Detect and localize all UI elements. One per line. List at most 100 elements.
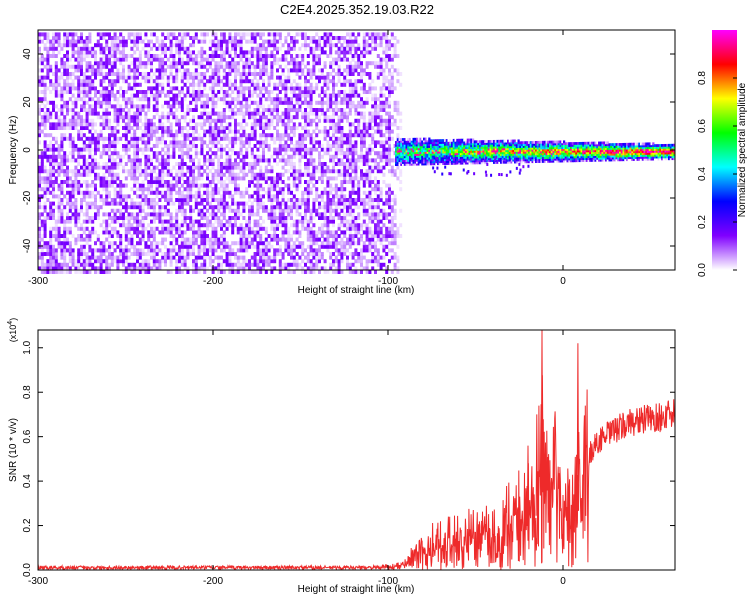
heatmap-cell (276, 104, 279, 109)
heatmap-cell (236, 32, 240, 37)
heatmap-cell (231, 201, 235, 206)
heatmap-cell (206, 198, 209, 202)
heatmap-cell (175, 270, 179, 274)
heatmap-cell (231, 115, 235, 120)
heatmap-cell (66, 165, 69, 170)
heatmap-cell (239, 165, 243, 170)
heatmap-cell (284, 79, 288, 84)
heatmap-cell (40, 226, 44, 231)
heatmap-cell (203, 133, 207, 138)
heatmap-cell (220, 147, 223, 152)
heatmap-cell (119, 104, 123, 109)
heatmap-cell (220, 262, 223, 267)
heatmap-cell (122, 108, 125, 112)
heatmap-cell (208, 183, 212, 188)
heatmap-cell (306, 259, 310, 264)
heatmap-cell (80, 129, 83, 134)
heatmap-cell (63, 126, 67, 130)
heatmap-cell (284, 147, 288, 152)
heatmap-cell (96, 255, 100, 260)
heatmap-cell (119, 216, 123, 220)
heatmap-cell (320, 252, 324, 256)
heatmap-cell (57, 162, 61, 166)
heatmap-cell (183, 172, 187, 177)
heatmap-cell (323, 93, 327, 98)
heatmap-cell (74, 75, 78, 80)
heatmap-cell (169, 61, 173, 66)
heatmap-cell (63, 136, 67, 141)
heatmap-cell (116, 115, 120, 120)
heatmap-cell (172, 183, 176, 188)
heatmap-cell (318, 165, 321, 170)
heatmap-cell (124, 147, 128, 152)
heatmap-cell (306, 180, 310, 184)
heatmap-cell (60, 104, 64, 109)
heatmap-cell (231, 151, 235, 156)
heatmap-cell (175, 50, 179, 55)
heatmap-cell (166, 100, 170, 105)
heatmap-cell (74, 212, 78, 217)
heatmap-cell (91, 82, 95, 87)
heatmap-cell (281, 262, 285, 267)
heatmap-cell (68, 230, 72, 235)
heatmap-cell (147, 259, 151, 264)
heatmap-cell (253, 252, 257, 256)
heatmap-cell (250, 90, 254, 94)
heatmap-cell (94, 165, 97, 170)
heatmap-cell (133, 36, 137, 40)
heatmap-cell (155, 216, 159, 220)
heatmap-cell (248, 72, 251, 76)
heatmap-cell (295, 108, 299, 112)
heatmap-cell (192, 133, 195, 138)
heatmap-cell (144, 169, 148, 174)
heatmap-cell (68, 194, 72, 199)
heatmap-cell (245, 147, 249, 152)
heatmap-cell (343, 100, 347, 105)
heatmap-cell (267, 97, 271, 102)
heatmap-cell (43, 79, 47, 84)
heatmap-cell (253, 198, 257, 202)
heatmap-cell (169, 129, 173, 134)
heatmap-cell (94, 104, 97, 109)
heatmap-cell (108, 252, 111, 256)
heatmap-cell (110, 64, 114, 69)
heatmap-cell (334, 140, 338, 145)
heatmap-cell (147, 187, 151, 192)
heatmap-cell (208, 219, 212, 224)
heatmap-cell (144, 216, 148, 220)
heatmap-cell (133, 118, 137, 123)
heatmap-cell (85, 39, 89, 44)
heatmap-cell (206, 172, 209, 177)
heatmap-cell (217, 219, 221, 224)
heatmap-cell (150, 158, 153, 163)
heatmap-cell (225, 100, 229, 105)
heatmap-cell (178, 259, 181, 264)
heatmap-cell (348, 158, 352, 163)
heatmap-cell (197, 61, 201, 66)
heatmap-cell (214, 190, 218, 195)
heatmap-cell (234, 201, 237, 206)
heatmap-cell (337, 151, 341, 156)
heatmap-cell (43, 216, 47, 220)
heatmap-cell (281, 187, 285, 192)
heatmap-cell (66, 201, 69, 206)
heatmap-cell (136, 162, 139, 166)
heatmap-cell (136, 205, 139, 210)
heatmap-cell (301, 86, 305, 91)
heatmap-cell (214, 151, 218, 156)
heatmap-cell (256, 266, 260, 271)
heatmap-cell (150, 248, 153, 253)
heatmap-cell (158, 75, 162, 80)
heatmap-cell (231, 165, 235, 170)
heatmap-cell (250, 100, 254, 105)
heatmap-cell (40, 54, 44, 58)
heatmap-cell (329, 72, 333, 76)
heatmap-cell (332, 208, 335, 213)
heatmap-cell (292, 133, 296, 138)
heatmap-cell (63, 43, 67, 48)
heatmap-cell (77, 115, 81, 120)
heatmap-cell (57, 144, 61, 148)
heatmap-cell (245, 136, 249, 141)
heatmap-cell (351, 180, 355, 184)
heatmap-cell (122, 259, 125, 264)
